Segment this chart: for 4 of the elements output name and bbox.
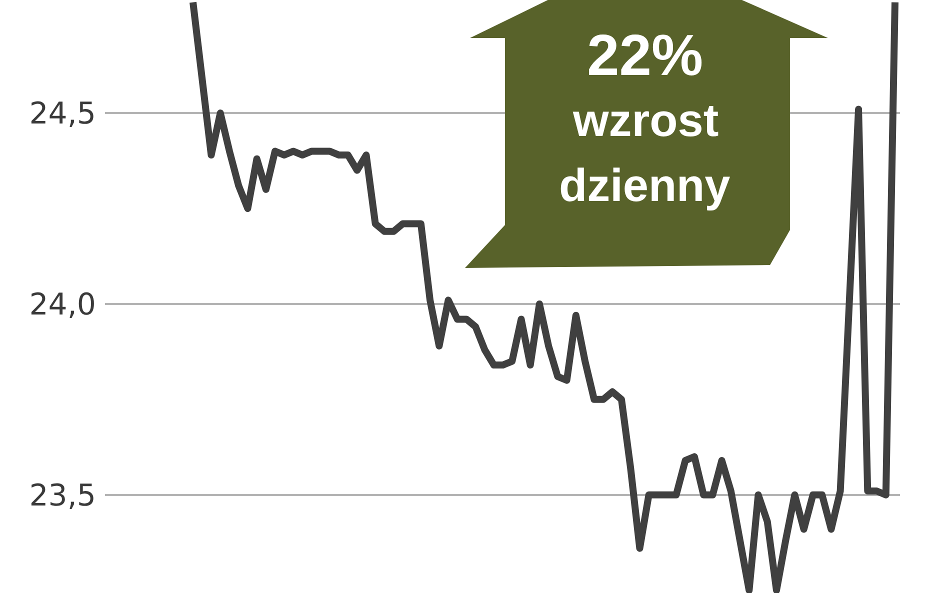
y-tick-label: 24,5 [29, 96, 96, 132]
annotation: 22% wzrost dzienny [559, 23, 731, 211]
y-tick-label: 24,0 [29, 287, 96, 322]
y-tick-label: 23,5 [29, 478, 96, 514]
